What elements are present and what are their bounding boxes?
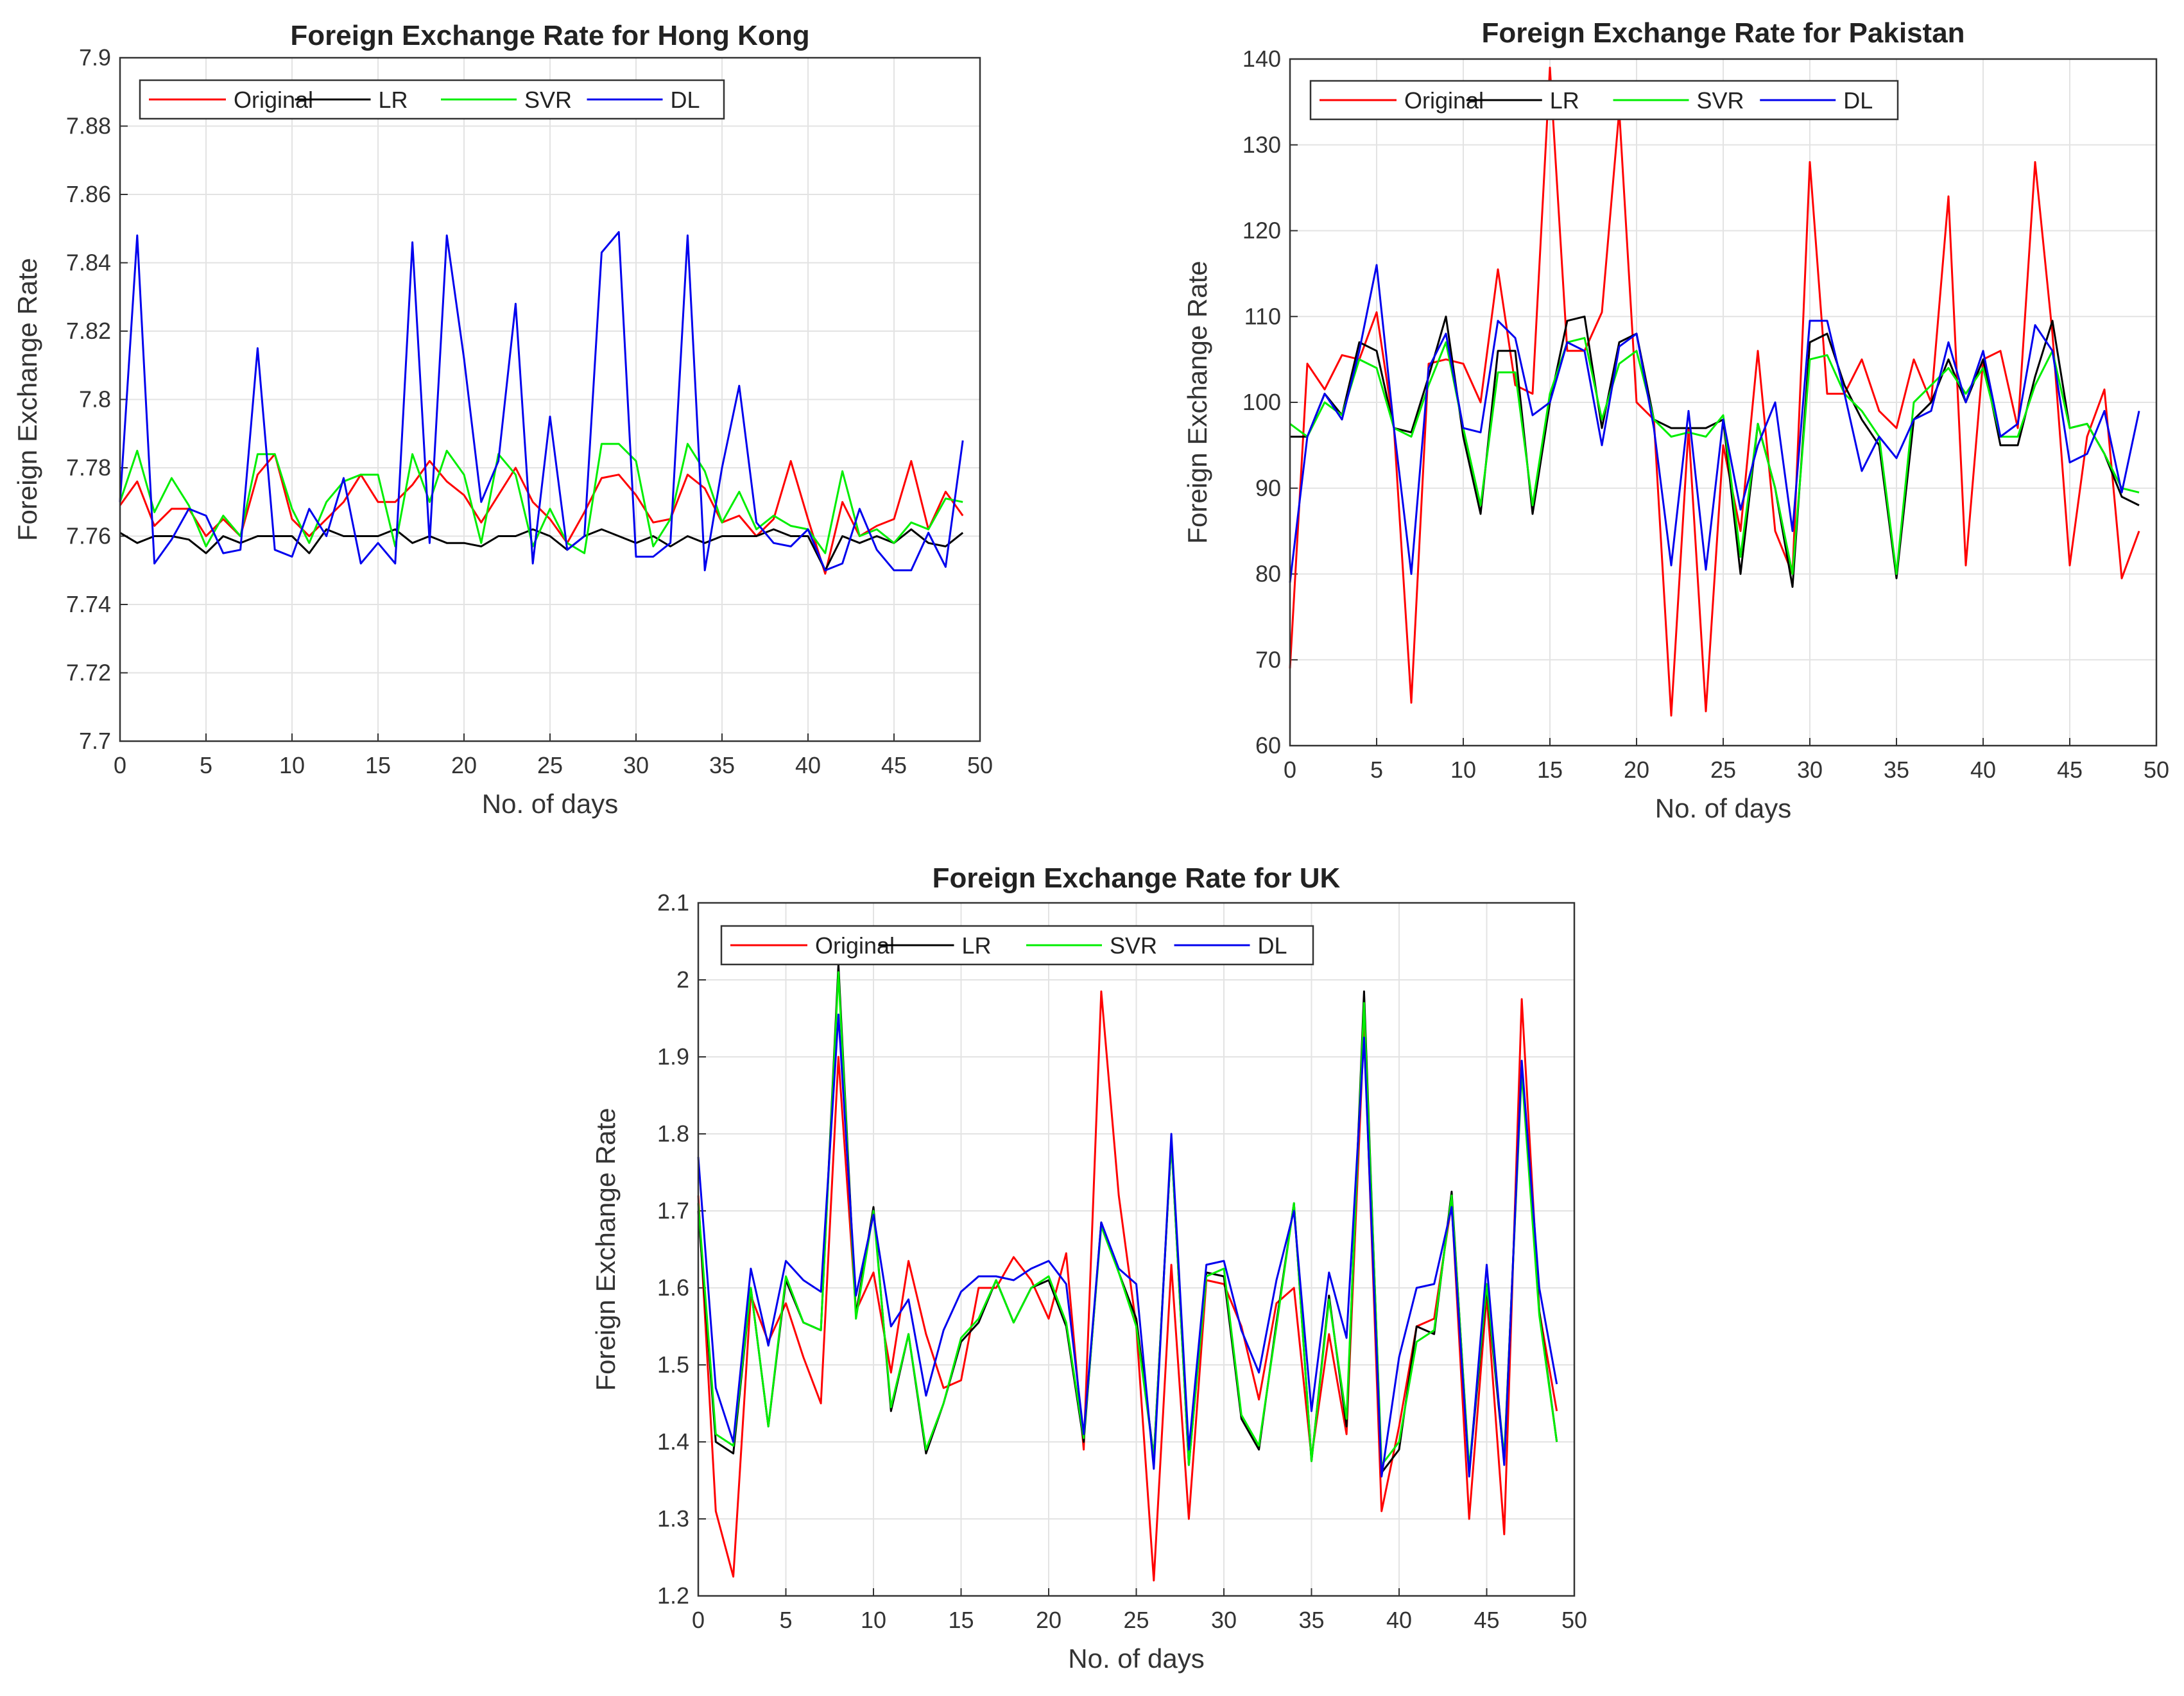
y-tick-label: 80 (1255, 561, 1281, 587)
plot-frame (697, 902, 1576, 1597)
legend-label-svr: SVR (524, 87, 572, 113)
legend-label-lr: LR (962, 932, 992, 959)
x-tick-label: 35 (709, 752, 735, 778)
chart-uk: 0 5 10 15 20 25 30 35 40 45 50 1.2 1.3 1.4 1.5 1.6 1.7 1.… (590, 862, 1587, 1674)
y-tick-label: 7.8 (79, 386, 111, 413)
y-tick-label: 7.9 (79, 44, 111, 71)
x-tick-label: 15 (365, 752, 391, 778)
y-tick-label: 100 (1242, 389, 1281, 415)
y-tick-label: 7.74 (66, 591, 111, 617)
x-tick-label: 5 (1370, 757, 1383, 783)
x-tick-label: 10 (1450, 757, 1476, 783)
x-tick-label: 45 (2057, 757, 2083, 783)
x-tick-label: 30 (1211, 1607, 1237, 1633)
chart-title: Foreign Exchange Rate for Pakistan (1481, 17, 1965, 49)
legend-label-svr: SVR (1697, 87, 1744, 114)
x-tick-label: 50 (1561, 1607, 1587, 1633)
x-tick-label: 45 (1474, 1607, 1499, 1633)
chart-pakistan: 0 5 10 15 20 25 30 35 40 45 50 60 70 80 90 100 110 120 130… (1182, 17, 2169, 823)
y-tick-label: 120 (1242, 218, 1281, 244)
x-axis-label: No. of days (1068, 1643, 1204, 1674)
legend-label-svr: SVR (1110, 932, 1157, 959)
x-tick-label: 40 (795, 752, 821, 778)
x-axis-label: No. of days (1655, 793, 1791, 823)
x-tick-label: 30 (1797, 757, 1823, 783)
x-tick-label: 15 (1537, 757, 1563, 783)
plot-frame (119, 56, 981, 742)
x-tick-label: 20 (1036, 1607, 1062, 1633)
x-tick-label: 15 (948, 1607, 974, 1633)
y-tick-label: 7.76 (66, 523, 111, 549)
legend-label-dl: DL (671, 87, 700, 113)
legend: Original LR SVR DL (139, 79, 725, 120)
x-tick-label: 0 (1284, 757, 1296, 783)
x-tick-label: 0 (114, 752, 126, 778)
series-line-svr (697, 971, 1558, 1470)
y-tick-label: 1.8 (657, 1120, 689, 1147)
chart-panel-hong-kong: 0 5 10 15 20 25 30 35 40 45 50 7.7 7.72 7.74 7.76 7.78 7… (0, 0, 1014, 828)
y-tick-label: 60 (1255, 732, 1281, 758)
y-tick-label: 140 (1242, 46, 1281, 72)
chart-panel-pakistan: 0 5 10 15 20 25 30 35 40 45 50 60 70 80 90 100 110 120 130… (1168, 0, 2184, 834)
x-tick-label: 50 (2144, 757, 2169, 783)
x-tick-label: 25 (1123, 1607, 1149, 1633)
x-tick-label: 45 (881, 752, 907, 778)
chart-title: Foreign Exchange Rate for UK (933, 862, 1341, 894)
x-tick-label: 40 (1386, 1607, 1412, 1633)
x-tick-label: 35 (1298, 1607, 1324, 1633)
x-tick-label: 35 (1884, 757, 1909, 783)
x-tick-label: 40 (1970, 757, 1996, 783)
x-tick-label: 5 (779, 1607, 792, 1633)
y-tick-label: 7.82 (66, 318, 111, 344)
y-tick-label: 1.4 (657, 1428, 689, 1455)
y-tick-label: 7.88 (66, 113, 111, 139)
x-tick-label: 20 (1624, 757, 1649, 783)
y-tick-label: 1.7 (657, 1197, 689, 1224)
y-tick-label: 1.2 (657, 1582, 689, 1609)
y-tick-label: 2 (676, 966, 689, 993)
series-line-dl (697, 1013, 1558, 1478)
y-tick-label: 70 (1255, 646, 1281, 672)
legend-label-lr: LR (379, 87, 408, 113)
chart-title: Foreign Exchange Rate for Hong Kong (290, 20, 809, 51)
plot-frame (1289, 58, 2158, 747)
x-tick-label: 10 (279, 752, 305, 778)
y-tick-label: 130 (1242, 132, 1281, 158)
chart-hong-kong: 0 5 10 15 20 25 30 35 40 45 50 7.7 7.72 7.74 7.76 7.78 7… (12, 20, 993, 819)
y-tick-label: 7.86 (66, 181, 111, 207)
y-axis-label: Foreign Exchange Rate (12, 258, 42, 541)
x-tick-label: 50 (967, 752, 993, 778)
y-tick-label: 1.9 (657, 1043, 689, 1070)
series-line-dl (1289, 264, 2140, 583)
series-line-dl (119, 231, 964, 572)
y-axis-label: Foreign Exchange Rate (1182, 261, 1212, 544)
legend-label-dl: DL (1843, 87, 1873, 114)
x-tick-label: 10 (861, 1607, 886, 1633)
series-line-lr (1290, 315, 2140, 588)
y-tick-label: 7.78 (66, 454, 111, 481)
series-line-svr (119, 443, 963, 554)
legend-label-dl: DL (1258, 932, 1287, 959)
y-tick-label: 90 (1255, 475, 1281, 501)
legend: Original LR SVR DL (1309, 80, 1899, 121)
x-tick-label: 25 (1710, 757, 1736, 783)
y-tick-label: 1.6 (657, 1274, 689, 1301)
x-tick-label: 0 (692, 1607, 705, 1633)
x-axis-label: No. of days (482, 789, 618, 819)
y-tick-label: 2.1 (657, 889, 689, 916)
x-tick-label: 5 (200, 752, 212, 778)
x-tick-label: 20 (451, 752, 477, 778)
y-tick-label: 1.3 (657, 1505, 689, 1532)
x-tick-label: 25 (537, 752, 563, 778)
y-tick-label: 1.5 (657, 1351, 689, 1378)
legend: Original LR SVR DL (720, 925, 1314, 966)
y-tick-label: 7.72 (66, 660, 111, 686)
x-tick-label: 30 (623, 752, 649, 778)
y-axis-label: Foreign Exchange Rate (590, 1108, 621, 1391)
y-tick-label: 7.7 (79, 728, 111, 754)
legend-label-lr: LR (1550, 87, 1579, 114)
chart-panel-uk: 0 5 10 15 20 25 30 35 40 45 50 1.2 1.3 1.4 1.5 1.6 1.7 1.… (590, 847, 1617, 1696)
y-tick-label: 110 (1244, 303, 1281, 329)
y-tick-label: 7.84 (66, 250, 111, 276)
